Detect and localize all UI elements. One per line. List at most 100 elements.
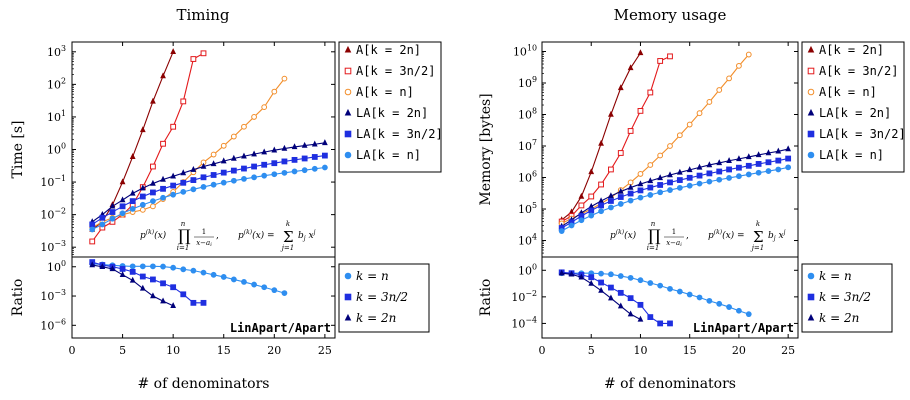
data-point	[716, 176, 723, 183]
data-point	[281, 144, 288, 151]
formula-comma: ,	[686, 231, 689, 241]
data-point	[210, 160, 217, 167]
data-point	[627, 197, 634, 204]
ratio-y-tick-label: 100	[518, 262, 537, 277]
ratio-data-point	[598, 286, 604, 293]
data-point	[301, 155, 308, 162]
ratio-data-point	[716, 300, 723, 307]
ratio-data-point	[160, 263, 166, 270]
data-point	[160, 72, 166, 79]
ratio-legend-label: k = 2n	[819, 311, 859, 325]
data-point	[139, 206, 146, 213]
product-symbol: ∏	[648, 226, 661, 245]
data-point	[775, 147, 782, 154]
data-point	[755, 169, 762, 176]
data-point	[190, 177, 197, 183]
data-point	[160, 175, 166, 182]
data-point	[271, 171, 278, 178]
formula-left: p(k)(x)	[610, 229, 637, 241]
main-series-group	[89, 48, 328, 245]
ratio-axis-label: Ratio	[10, 279, 26, 317]
legend-label: LA[k = 2n]	[819, 106, 891, 120]
series-line	[561, 166, 789, 232]
data-point	[637, 49, 644, 56]
data-point	[251, 114, 257, 120]
data-point	[139, 201, 146, 208]
data-point	[608, 204, 614, 211]
ratio-data-point	[647, 280, 654, 286]
ratio-series-line	[561, 271, 670, 324]
data-point	[241, 165, 247, 172]
data-point	[637, 180, 644, 187]
data-point	[220, 179, 227, 186]
ratio-data-point	[588, 279, 595, 286]
data-point	[89, 226, 96, 233]
data-point	[220, 142, 227, 149]
data-point	[301, 167, 308, 174]
data-point	[775, 166, 782, 173]
ratio-data-point	[281, 290, 288, 296]
legend-box	[338, 41, 442, 173]
ratio-data-point	[220, 274, 227, 280]
data-point	[667, 171, 673, 178]
chart-title: Timing	[176, 6, 229, 24]
x-tick-label: 5	[119, 344, 126, 357]
data-point	[291, 143, 298, 150]
sum-symbol: Σ	[753, 228, 764, 246]
ratio-data-point	[726, 304, 732, 310]
y-tick-label: 108	[518, 106, 537, 121]
data-point	[281, 158, 288, 165]
data-point	[558, 228, 565, 234]
sum-lower: j=1	[750, 244, 765, 252]
ratio-series-group	[89, 259, 288, 309]
ratio-data-point	[139, 273, 146, 280]
y-tick-label: 1010	[513, 43, 537, 58]
data-point	[241, 176, 247, 182]
data-point	[726, 75, 732, 82]
data-point	[311, 140, 318, 147]
product-upper: n	[651, 220, 656, 228]
legend-label: LA[k = 2n]	[356, 106, 428, 120]
ratio-axes	[541, 256, 799, 339]
legend-marker	[807, 130, 815, 138]
timing-panel: Timing 10−3 10−2 10−1 100 101 102 103 0 5 10 15 20 25…	[10, 6, 443, 392]
ratio-data-point	[200, 269, 207, 276]
data-point	[220, 157, 227, 164]
legend-marker	[807, 108, 815, 116]
data-point	[578, 192, 585, 199]
data-point	[129, 153, 136, 159]
data-point	[170, 123, 177, 130]
ratio-data-point	[667, 320, 673, 327]
ratio-axes	[71, 256, 336, 339]
y-tick-label: 101	[47, 109, 66, 124]
data-point	[657, 189, 664, 196]
data-point	[190, 165, 197, 172]
data-point	[109, 209, 116, 215]
data-point	[765, 168, 772, 174]
ratio-data-point	[558, 269, 565, 276]
ratio-data-point	[129, 276, 136, 283]
y-axis-label: Time [s]	[10, 121, 26, 179]
ratio-data-point	[129, 268, 136, 275]
data-point	[755, 151, 762, 158]
ratio-data-point	[568, 270, 575, 277]
ratio-axis-label: Ratio	[478, 279, 494, 317]
data-point	[139, 184, 146, 191]
data-point	[598, 181, 604, 188]
legend-marker	[344, 108, 352, 116]
legend-marker	[807, 45, 815, 53]
x-axis-label: # of denominators	[138, 376, 270, 392]
data-point	[637, 194, 644, 201]
data-point	[89, 221, 96, 228]
data-point	[627, 190, 634, 197]
data-point	[210, 172, 217, 178]
data-point	[736, 173, 742, 180]
data-point	[230, 154, 237, 161]
data-point	[598, 202, 604, 209]
data-point	[696, 172, 703, 179]
formula-comma: ,	[216, 231, 219, 241]
ratio-data-point	[657, 320, 664, 327]
data-point	[667, 187, 673, 193]
x-tick-label: 5	[588, 344, 595, 357]
ratio-data-point	[180, 291, 187, 298]
